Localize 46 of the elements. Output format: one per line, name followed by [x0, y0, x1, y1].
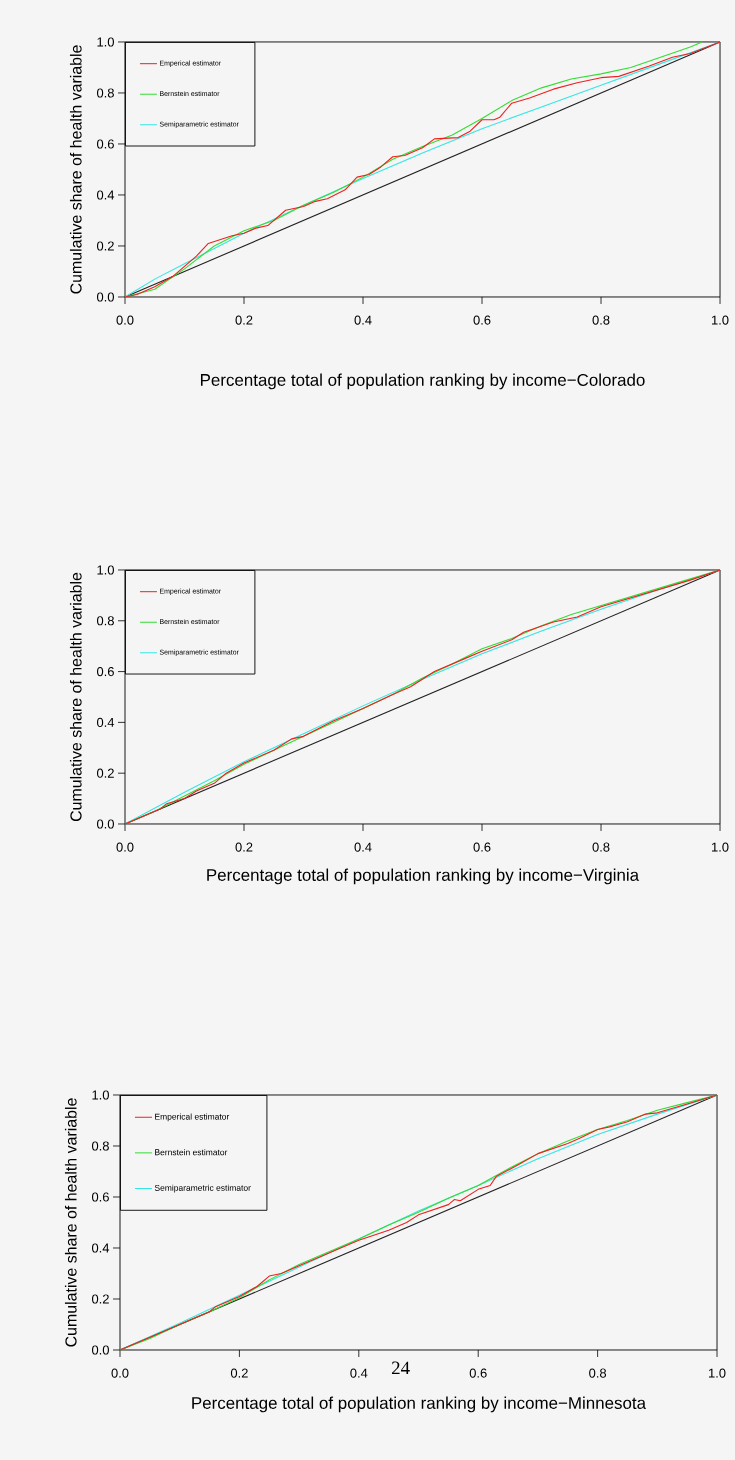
x-tick-label: 0.4	[350, 1368, 368, 1378]
y-tick-label: 0.0	[96, 819, 114, 829]
x-axis-title: Percentage total of population ranking by income−Minnesota	[192, 1396, 647, 1413]
y-axis-title: Cumulative share of health variable	[64, 1098, 77, 1347]
legend-label: Emperical estimator	[155, 1113, 230, 1122]
y-tick-label: 0.2	[96, 241, 114, 251]
y-tick-label: 0.2	[91, 1294, 109, 1304]
x-axis-title: Percentage total of population ranking by income−Colorado	[200, 373, 645, 390]
legend-label: Bernstein estimator	[155, 1149, 228, 1156]
y-axis-title: Cumulative share of health variable	[69, 45, 82, 294]
x-tick-label: 0.8	[589, 1368, 607, 1378]
y-tick-label: 0.8	[96, 616, 114, 626]
y-tick-label: 1.0	[97, 37, 114, 47]
y-tick-label: 0.8	[91, 1141, 109, 1151]
x-tick-label: 0.8	[592, 315, 610, 325]
legend-label: Semiparametric estimator	[154, 1184, 251, 1193]
y-tick-label: 0.6	[91, 1192, 109, 1202]
x-tick-label: 0.2	[230, 1368, 248, 1378]
y-tick-label: 0.8	[96, 88, 114, 98]
x-tick-label: 0.0	[116, 842, 134, 852]
y-tick-label: 0.4	[96, 717, 115, 727]
x-tick-label: 0.8	[592, 842, 610, 852]
x-axis-title: Percentage total of population ranking by income−Virginia	[207, 868, 640, 885]
text: 24	[391, 1361, 410, 1375]
y-tick-label: 0.4	[91, 1243, 110, 1253]
x-tick-label: 0.0	[116, 315, 134, 325]
x-tick-label: 1.0	[712, 315, 729, 325]
x-tick-label: 1.0	[709, 1368, 726, 1378]
x-tick-label: 0.6	[469, 1368, 487, 1378]
x-tick-label: 0.2	[235, 842, 253, 852]
x-tick-label: 0.6	[473, 842, 491, 852]
x-tick-label: 0.4	[354, 315, 372, 325]
x-tick-label: 1.0	[712, 842, 729, 852]
y-tick-label: 1.0	[92, 1090, 109, 1100]
x-tick-label: 0.4	[354, 842, 372, 852]
x-tick-label: 0.0	[111, 1368, 129, 1378]
y-tick-label: 1.0	[97, 565, 114, 575]
x-tick-label: 0.2	[235, 315, 253, 325]
y-tick-label: 0.0	[91, 1345, 109, 1355]
y-tick-label: 0.0	[96, 292, 114, 302]
x-tick-label: 0.6	[473, 315, 491, 325]
y-tick-label: 0.6	[96, 666, 114, 677]
y-tick-label: 0.4	[96, 190, 115, 200]
y-tick-label: 0.6	[96, 139, 114, 149]
y-axis-title: Cumulative share of health variable	[69, 572, 82, 822]
y-tick-label: 0.2	[96, 768, 114, 778]
